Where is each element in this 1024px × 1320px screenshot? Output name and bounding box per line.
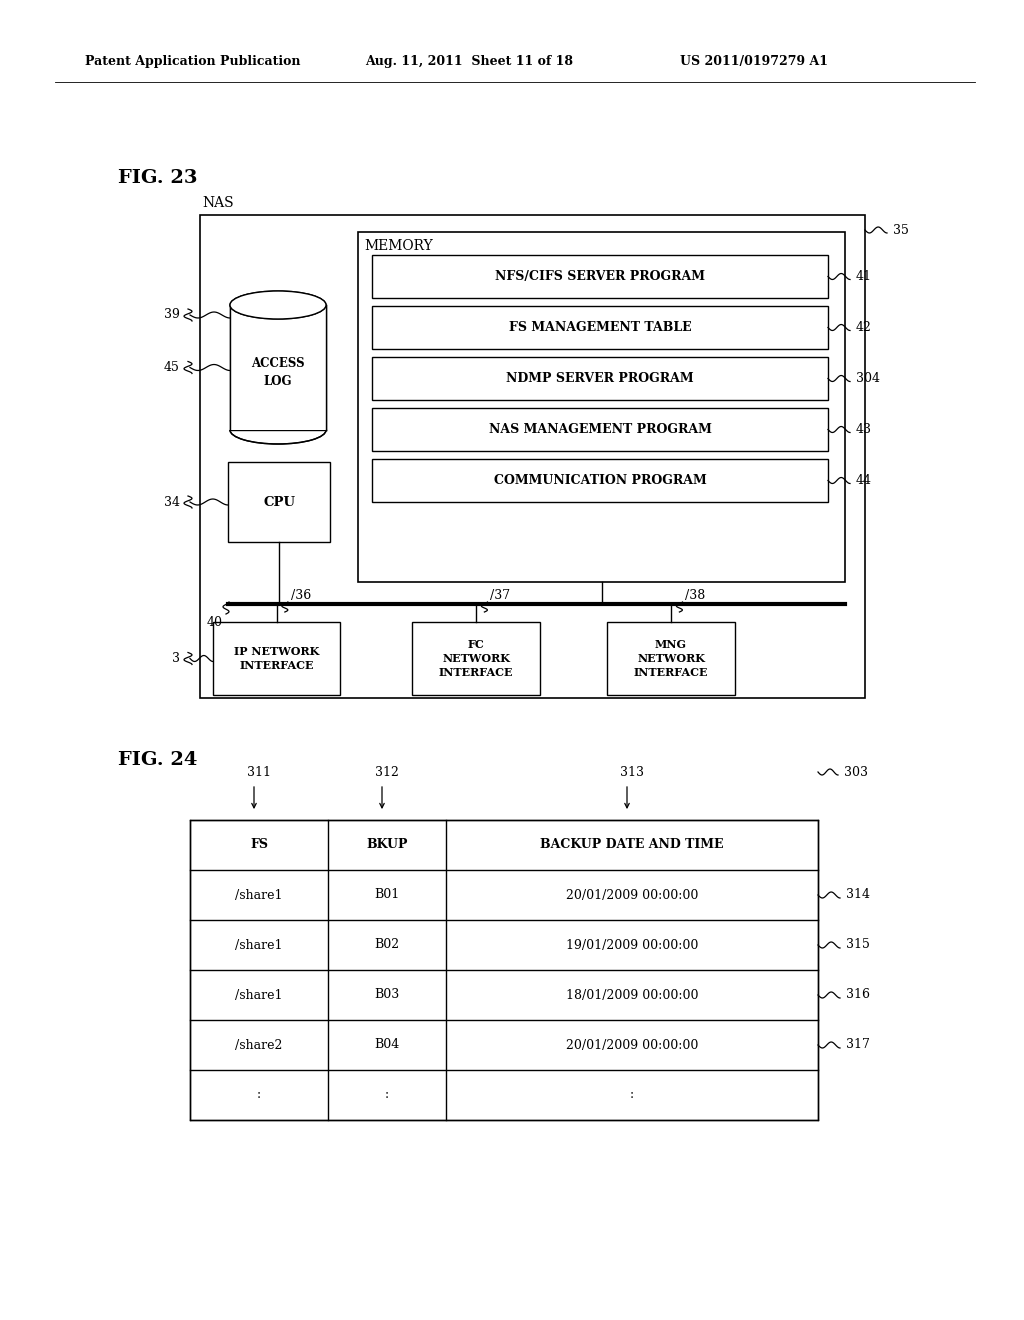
Text: NAS: NAS [202,195,233,210]
Text: Aug. 11, 2011  Sheet 11 of 18: Aug. 11, 2011 Sheet 11 of 18 [365,55,573,69]
Text: /36: /36 [291,590,311,602]
Bar [230,305,326,430]
Text: 20/01/2009 00:00:00: 20/01/2009 00:00:00 [566,1039,698,1052]
Text: MEMORY: MEMORY [364,239,433,253]
Text: FS: FS [250,838,268,851]
Text: /share1: /share1 [236,888,283,902]
Text: NAS MANAGEMENT PROGRAM: NAS MANAGEMENT PROGRAM [488,422,712,436]
Bar [190,820,818,1119]
Text: FIG. 23: FIG. 23 [118,169,198,187]
Text: /share1: /share1 [236,939,283,952]
Bar [372,459,828,502]
Text: 45: 45 [164,360,180,374]
Text: :: : [630,1089,634,1101]
Text: 3: 3 [172,652,180,665]
Text: 43: 43 [856,422,872,436]
Text: BACKUP DATE AND TIME: BACKUP DATE AND TIME [541,838,724,851]
Bar [412,622,540,696]
Text: FC
NETWORK
INTERFACE: FC NETWORK INTERFACE [438,639,513,677]
Text: FS MANAGEMENT TABLE: FS MANAGEMENT TABLE [509,321,691,334]
Bar [228,462,330,543]
Text: :: : [257,1089,261,1101]
Text: IP NETWORK
INTERFACE: IP NETWORK INTERFACE [233,647,319,671]
Bar [372,356,828,400]
Text: 44: 44 [856,474,872,487]
Text: 314: 314 [846,888,870,902]
Text: CPU: CPU [263,495,295,508]
Text: B01: B01 [375,888,399,902]
Text: 313: 313 [620,766,644,779]
Text: B04: B04 [375,1039,399,1052]
Ellipse shape [230,290,326,319]
Text: /share2: /share2 [236,1039,283,1052]
Bar [200,215,865,698]
Text: 41: 41 [856,271,872,282]
Bar [358,232,845,582]
Text: 34: 34 [164,495,180,508]
Text: 40: 40 [207,615,223,628]
Text: 315: 315 [846,939,869,952]
Text: :: : [385,1089,389,1101]
Text: 311: 311 [247,766,271,779]
Text: /38: /38 [685,590,706,602]
Text: 317: 317 [846,1039,869,1052]
Text: 312: 312 [375,766,399,779]
Text: 35: 35 [893,223,909,236]
Text: FIG. 24: FIG. 24 [118,751,198,770]
Bar [372,306,828,348]
Text: Patent Application Publication: Patent Application Publication [85,55,300,69]
Ellipse shape [230,290,326,319]
Text: 303: 303 [844,766,868,779]
Text: 304: 304 [856,372,880,385]
Text: NFS/CIFS SERVER PROGRAM: NFS/CIFS SERVER PROGRAM [495,271,705,282]
Text: 316: 316 [846,989,870,1002]
Text: MNG
NETWORK
INTERFACE: MNG NETWORK INTERFACE [634,639,709,677]
Text: 42: 42 [856,321,871,334]
Text: 20/01/2009 00:00:00: 20/01/2009 00:00:00 [566,888,698,902]
Text: ACCESS
LOG: ACCESS LOG [251,356,305,388]
Text: /share1: /share1 [236,989,283,1002]
Text: B03: B03 [375,989,399,1002]
Text: US 2011/0197279 A1: US 2011/0197279 A1 [680,55,828,69]
Text: COMMUNICATION PROGRAM: COMMUNICATION PROGRAM [494,474,707,487]
Text: BKUP: BKUP [367,838,408,851]
Text: 19/01/2009 00:00:00: 19/01/2009 00:00:00 [566,939,698,952]
Text: NDMP SERVER PROGRAM: NDMP SERVER PROGRAM [506,372,694,385]
Bar [213,622,340,696]
Bar [607,622,735,696]
Text: B02: B02 [375,939,399,952]
Text: 18/01/2009 00:00:00: 18/01/2009 00:00:00 [565,989,698,1002]
Bar [372,255,828,298]
Text: 39: 39 [164,309,180,322]
Text: /37: /37 [490,590,511,602]
Bar [372,408,828,451]
